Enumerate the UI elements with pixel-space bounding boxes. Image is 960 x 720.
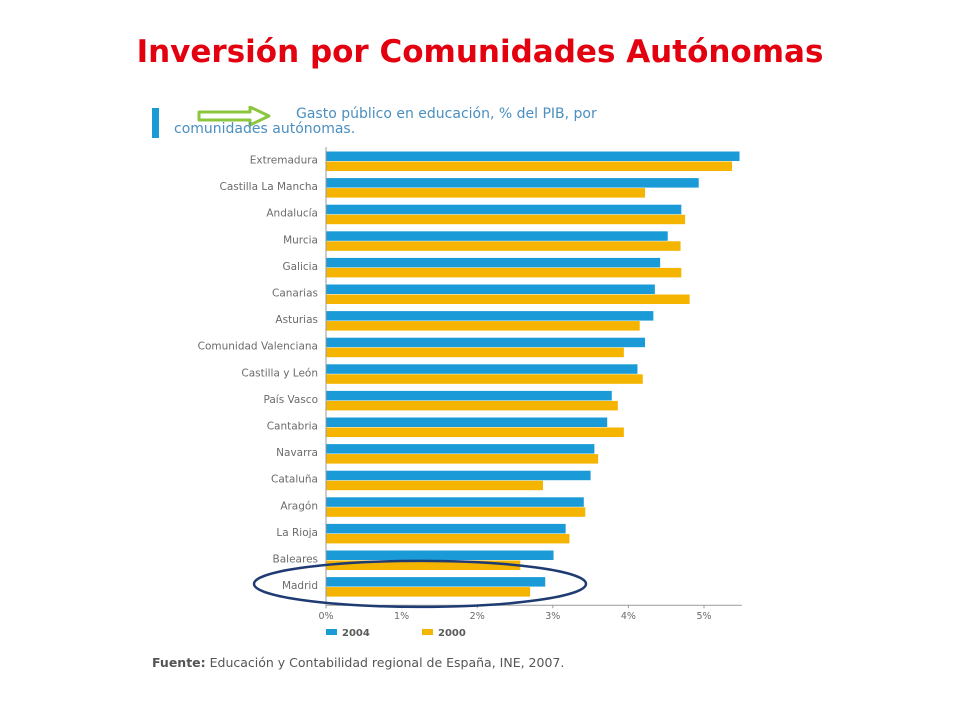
x-tick-label: 4% <box>621 611 636 622</box>
category-label: Aragón <box>280 500 318 512</box>
bar-2004 <box>326 231 668 241</box>
x-tick-label: 3% <box>545 611 560 622</box>
bar-2000 <box>326 267 682 278</box>
bar-2000 <box>326 321 640 331</box>
bar-2004 <box>326 337 646 348</box>
category-label: Murcia <box>283 234 318 246</box>
legend-label-2000: 2000 <box>438 628 466 639</box>
bar-2000 <box>326 480 543 491</box>
bar-2000 <box>326 241 681 251</box>
bar-2000 <box>326 400 618 411</box>
source-note: Fuente: Educación y Contabilidad regiona… <box>152 655 564 670</box>
category-label: Madrid <box>282 580 318 592</box>
chart-subtitle-line-2: comunidades autónomas. <box>174 121 356 137</box>
bar-2000 <box>326 560 521 570</box>
bar-2000 <box>326 454 599 464</box>
bar-2004 <box>326 257 661 268</box>
bar-2000 <box>326 587 531 597</box>
bar-2000 <box>326 214 686 225</box>
slide-title: Inversión por Comunidades Autónomas <box>136 34 824 70</box>
x-tick-label: 5% <box>696 611 711 622</box>
bar-2000 <box>326 374 643 384</box>
category-label: Canarias <box>272 288 318 300</box>
category-label: Andalucía <box>266 208 318 220</box>
bar-2004 <box>326 497 584 507</box>
bar-2004 <box>326 470 591 481</box>
bar-2004 <box>326 284 655 294</box>
category-label: Comunidad Valenciana <box>198 341 318 353</box>
x-tick-label: 1% <box>394 611 409 622</box>
chart-header: Gasto público en educación, % del PIB, p… <box>152 104 752 140</box>
bar-2004 <box>326 577 546 587</box>
legend-swatch-2000 <box>422 629 433 635</box>
category-label: País Vasco <box>264 394 319 406</box>
category-label: Galicia <box>282 261 318 273</box>
bar-2000 <box>326 188 646 198</box>
bar-2000 <box>326 427 624 437</box>
bar-2004 <box>326 444 595 454</box>
legend-swatch-2004 <box>326 629 337 635</box>
source-label: Fuente: <box>152 655 206 670</box>
x-tick-label: 2% <box>470 611 485 622</box>
right-arrow-icon <box>197 106 271 126</box>
source-text: Educación y Contabilidad regional de Esp… <box>205 655 565 670</box>
bar-2000 <box>326 533 570 544</box>
bar-2004 <box>326 390 612 401</box>
legend-label-2004: 2004 <box>342 628 370 639</box>
category-label: Castilla y León <box>241 367 318 379</box>
bar-2004 <box>326 550 554 560</box>
category-label: Baleares <box>273 554 318 566</box>
category-label: Extremadura <box>250 155 318 167</box>
category-label: La Rioja <box>276 527 318 539</box>
chart-subtitle-line-1: Gasto público en educación, % del PIB, p… <box>296 106 597 122</box>
category-label: Navarra <box>276 447 318 459</box>
header-accent-bar <box>152 108 159 138</box>
bar-2004 <box>326 178 699 188</box>
highlight-ellipse <box>252 559 588 609</box>
bar-2004 <box>326 311 654 321</box>
bar-2004 <box>326 364 638 374</box>
bar-2004 <box>326 204 682 215</box>
category-label: Cantabria <box>267 421 318 433</box>
bar-2004 <box>326 417 608 427</box>
category-label: Cataluña <box>271 474 318 486</box>
bar-2000 <box>326 347 624 358</box>
bar-2004 <box>326 151 740 161</box>
category-label: Castilla La Mancha <box>219 181 318 193</box>
bar-2000 <box>326 161 732 171</box>
x-tick-label: 0% <box>318 611 333 622</box>
bar-chart: Extremadura Castilla La Mancha Andalucía Mu… <box>198 147 742 639</box>
bar-2004 <box>326 523 566 534</box>
category-label: Asturias <box>275 314 318 326</box>
bar-2000 <box>326 294 690 304</box>
bar-2000 <box>326 507 586 517</box>
